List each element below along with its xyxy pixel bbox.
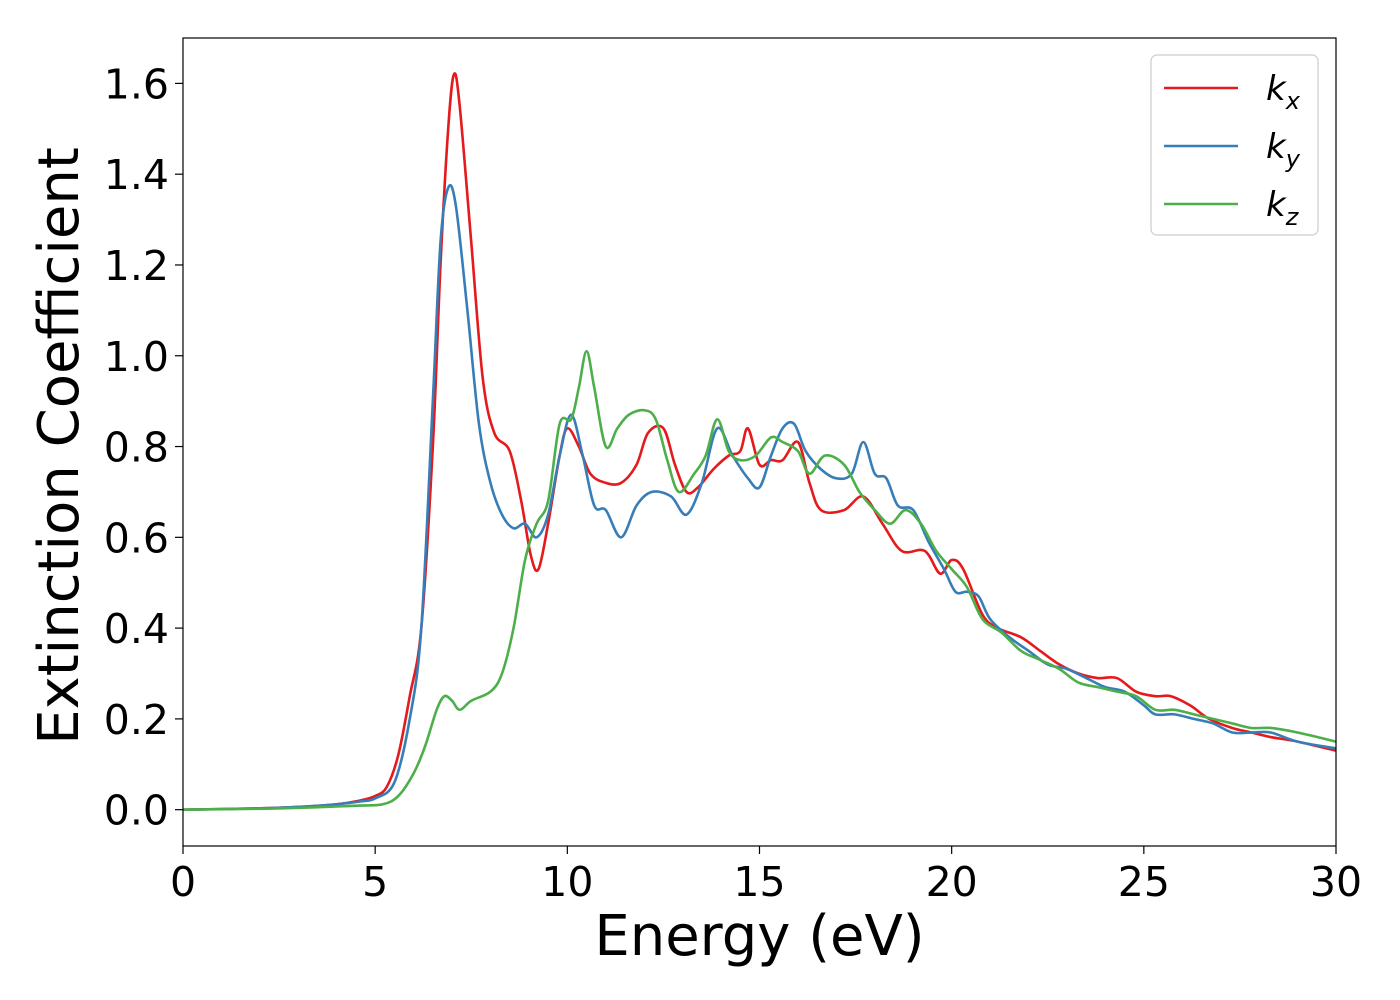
y-tick-label: 1.0 xyxy=(104,333,169,381)
legend-entry-k-y: ky xyxy=(1266,127,1301,173)
y-tick-label: 1.6 xyxy=(104,60,169,108)
x-tick-label: 30 xyxy=(1310,858,1362,906)
x-tick-label: 20 xyxy=(926,858,978,906)
x-tick-label: 5 xyxy=(362,858,388,906)
x-tick-label: 15 xyxy=(733,858,785,906)
y-tick-label: 1.4 xyxy=(104,151,169,199)
legend-label-main: k xyxy=(1266,69,1287,109)
legend-label-sub: y xyxy=(1285,145,1301,173)
legend-label-sub: z xyxy=(1285,203,1300,231)
plot-lines xyxy=(182,72,1337,811)
y-tick-label: 0.4 xyxy=(104,605,169,653)
x-axis: 0 5 10 15 20 25 30 xyxy=(170,846,1362,906)
y-tick-label: 0.0 xyxy=(104,787,169,835)
series-line-k-z xyxy=(182,349,1337,811)
x-tick-label: 0 xyxy=(170,858,196,906)
legend-label-main: k xyxy=(1266,127,1287,167)
x-tick-label: 10 xyxy=(541,858,593,906)
legend-label-main: k xyxy=(1266,185,1287,225)
y-tick-label: 0.8 xyxy=(104,424,169,472)
x-axis-title: Energy (eV) xyxy=(594,904,924,969)
legend-label-sub: x xyxy=(1285,87,1301,115)
x-tick-label: 25 xyxy=(1118,858,1170,906)
y-axis-title: Extinction Coefficient xyxy=(27,147,92,745)
y-tick-label: 0.2 xyxy=(104,696,169,744)
y-tick-label: 0.6 xyxy=(104,514,169,562)
series-line-k-y xyxy=(182,183,1337,811)
y-tick-label: 1.2 xyxy=(104,242,169,290)
legend-entry-k-x: kx xyxy=(1266,69,1301,115)
legend-entry-k-z: kz xyxy=(1266,185,1300,231)
y-axis: 0.0 0.2 0.4 0.6 0.8 1.0 1.2 1.4 1.6 xyxy=(104,60,183,835)
